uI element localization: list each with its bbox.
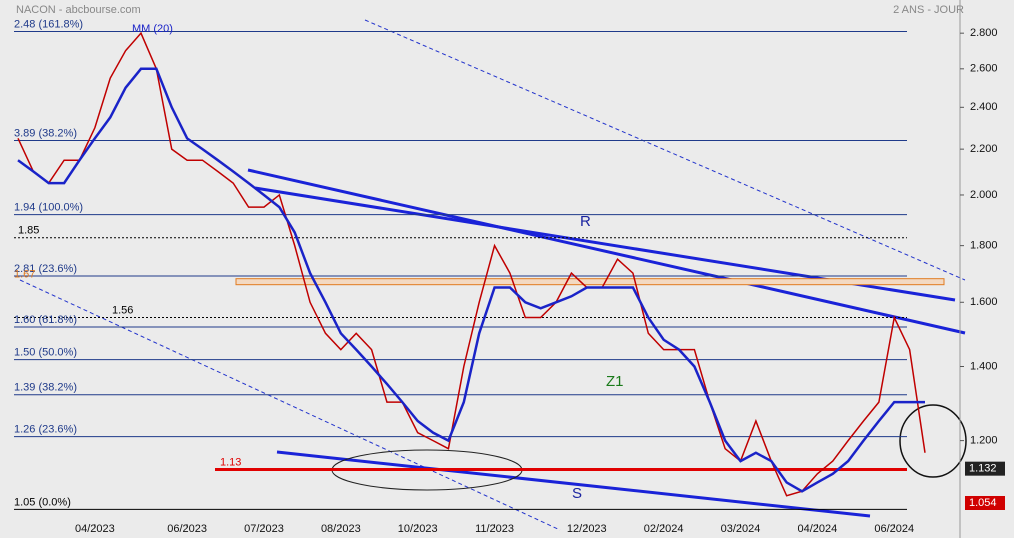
level-label: 1.13: [220, 456, 241, 468]
x-tick-label: 11/2023: [475, 523, 514, 535]
chart-subtitle: 2 ANS - JOUR: [893, 4, 964, 16]
y-tick-label: 2.400: [970, 101, 998, 113]
chart-title: NACON - abcbourse.com: [16, 4, 141, 16]
y-tick-label: 1.400: [970, 360, 998, 372]
annotation: R: [580, 213, 591, 230]
x-tick-label: 04/2023: [75, 523, 115, 535]
level-label: 1.56: [112, 304, 133, 316]
y-tick-label: 1.200: [970, 435, 998, 447]
x-tick-label: 07/2023: [244, 523, 284, 535]
x-tick-label: 06/2023: [167, 523, 207, 535]
x-tick-label: 12/2023: [567, 523, 607, 535]
price-badge-label: 1.132: [969, 463, 997, 475]
x-tick-label: 06/2024: [874, 523, 914, 535]
y-tick-label: 1.600: [970, 296, 998, 308]
trend-line: [276, 450, 871, 518]
level-label: 1.60 (61.8%): [14, 314, 77, 326]
y-tick-label: 2.000: [970, 189, 998, 201]
level-label: 2.48 (161.8%): [14, 18, 83, 30]
level-label: 1.05 (0.0%): [14, 496, 71, 508]
price-badge: [965, 495, 1005, 510]
price-line: [17, 31, 926, 497]
y-tick-label: 2.800: [970, 27, 998, 39]
level-label: 1.50 (50.0%): [14, 347, 77, 359]
level-band: [235, 278, 945, 286]
y-tick-label: 2.600: [970, 63, 998, 75]
x-tick-label: 04/2024: [798, 523, 838, 535]
level-label: 3.89 (38.2%): [14, 127, 77, 139]
x-tick-label: 08/2023: [321, 523, 361, 535]
level-label: 2.81 (23.6%): [14, 263, 77, 275]
price-badge-label: 1.054: [969, 497, 997, 509]
price-badge: [965, 461, 1005, 476]
level-label: 1.26 (23.6%): [14, 424, 77, 436]
level-label: 1.67: [14, 269, 35, 281]
level-label: 1.94 (100.0%): [14, 202, 83, 214]
legend-label: MM (20): [132, 23, 173, 35]
annotation: S: [572, 485, 582, 502]
moving-average: [17, 67, 925, 493]
y-tick-label: 1.800: [970, 240, 998, 252]
y-tick-label: 2.200: [970, 143, 998, 155]
x-tick-label: 03/2024: [721, 523, 761, 535]
x-tick-label: 10/2023: [398, 523, 438, 535]
level-label: 1.39 (38.2%): [14, 382, 77, 394]
channel-line: [364, 19, 966, 281]
channel-line: [19, 279, 561, 531]
highlight-ellipse: [899, 404, 967, 478]
level-label: 1.85: [18, 225, 39, 237]
x-tick-label: 02/2024: [644, 523, 684, 535]
annotation: Z1: [606, 373, 624, 390]
trend-line: [247, 168, 966, 335]
